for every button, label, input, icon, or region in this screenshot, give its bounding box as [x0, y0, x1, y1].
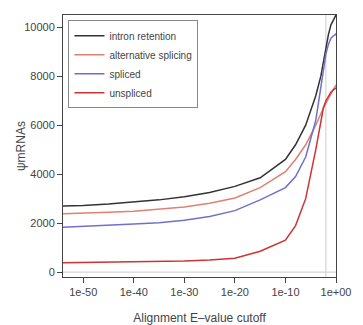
svg-text:ψmRNAs: ψmRNAs: [14, 121, 28, 171]
svg-text:6000: 6000: [30, 119, 54, 131]
svg-text:Alignment E–value cutoff: Alignment E–value cutoff: [133, 311, 266, 325]
svg-text:1e-50: 1e-50: [69, 286, 97, 298]
svg-text:intron retention: intron retention: [109, 31, 176, 42]
svg-text:spliced: spliced: [109, 69, 140, 80]
svg-text:1e-20: 1e-20: [221, 286, 249, 298]
svg-text:unspliced: unspliced: [109, 88, 151, 99]
svg-text:2000: 2000: [30, 217, 54, 229]
svg-text:0: 0: [49, 266, 55, 278]
svg-text:10000: 10000: [24, 21, 55, 33]
svg-text:1e-10: 1e-10: [271, 286, 299, 298]
svg-text:alternative splicing: alternative splicing: [109, 50, 191, 61]
svg-text:1e-30: 1e-30: [170, 286, 198, 298]
svg-text:8000: 8000: [30, 70, 54, 82]
svg-text:1e-40: 1e-40: [120, 286, 148, 298]
svg-text:1e+00: 1e+00: [321, 286, 352, 298]
svg-text:4000: 4000: [30, 168, 54, 180]
